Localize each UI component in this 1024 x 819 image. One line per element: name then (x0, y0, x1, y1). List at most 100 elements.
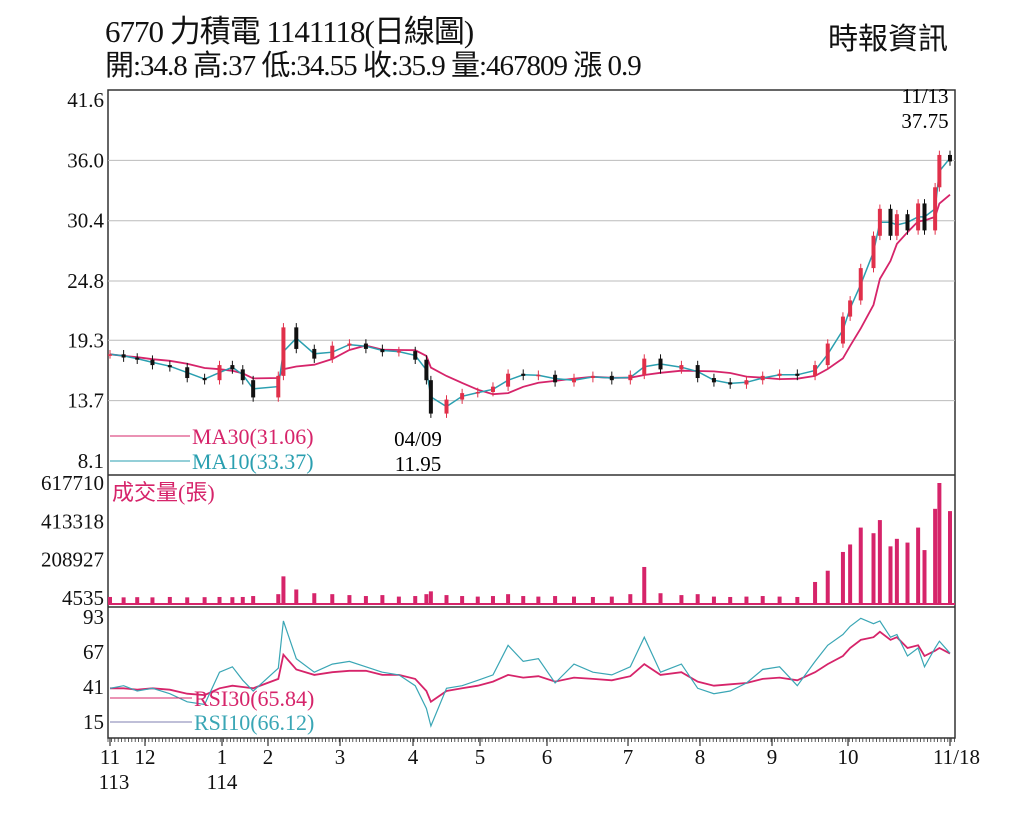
volume-bar (813, 581, 818, 604)
volume-bar (658, 593, 663, 604)
candle-body (658, 358, 663, 370)
volume-bar (294, 589, 299, 604)
rsi30-line (110, 630, 951, 704)
candle-body (916, 203, 921, 231)
volume-bar (240, 596, 245, 604)
volume-bar (642, 566, 647, 604)
month-label: 11/18 (933, 745, 980, 769)
chart-title: 6770 力積電 1141118(日線圖) (105, 14, 474, 49)
volume-bar (572, 596, 576, 604)
candle-body (240, 369, 245, 381)
candle-body (167, 365, 172, 368)
low-annotation-value: 11.95 (395, 452, 441, 476)
month-label: 9 (767, 745, 778, 769)
volume-bar (825, 570, 830, 604)
volume-bar (413, 596, 418, 604)
candle-body (888, 208, 893, 236)
year-label: 114 (207, 770, 238, 794)
volume-bar (363, 596, 368, 604)
chart-frame (107, 89, 956, 739)
volume-bar (230, 597, 235, 604)
volume-bar (490, 596, 495, 604)
volume-bar (185, 597, 190, 604)
volume-bar (933, 508, 938, 604)
candle-body (553, 374, 558, 383)
volume-bar (202, 597, 207, 604)
candle-body (251, 380, 256, 398)
candle-body (460, 393, 465, 400)
candle-body (380, 348, 385, 353)
month-label: 3 (335, 745, 346, 769)
volume-bar (877, 520, 882, 604)
candle-body (396, 351, 401, 353)
volume-bar (108, 596, 112, 604)
volume-bar (217, 596, 222, 604)
volume-bar (150, 597, 155, 604)
candle-body (922, 203, 927, 231)
volume-bar (281, 576, 286, 604)
candle-body (948, 154, 952, 162)
price-tick-label: 24.8 (67, 269, 104, 293)
low-annotation-date: 04/09 (394, 427, 442, 451)
volume-bar (312, 593, 317, 604)
volume-bar (777, 596, 782, 604)
legend-rsi10: RSI10(66.12) (194, 710, 314, 735)
month-label: 5 (475, 745, 486, 769)
volume-bar (795, 596, 800, 604)
volume-bar (894, 538, 899, 604)
rsi-tick-label: 67 (83, 640, 104, 664)
volume-bar (553, 596, 558, 604)
candle-body (825, 343, 830, 366)
volume-title: 成交量(張) (112, 480, 215, 505)
volume-bar (347, 595, 352, 604)
candle-body (444, 399, 449, 414)
volume-bar (916, 527, 921, 604)
price-tick-label: 19.3 (67, 328, 104, 352)
candle-body (628, 374, 633, 381)
volume-bar (135, 597, 140, 604)
candle-body (536, 374, 541, 377)
price-tick-label: 8.1 (78, 449, 104, 473)
volume-bar (380, 595, 385, 604)
candle-body (230, 365, 235, 370)
volume-bar (475, 596, 480, 604)
volume-tick-label: 413318 (41, 509, 104, 533)
candle-body (217, 365, 222, 381)
quote-summary: 開:34.8 高:37 低:34.55 收:35.9 量:467809 漲 0.… (105, 50, 642, 82)
candle-body (428, 380, 433, 414)
candle-body (933, 187, 938, 231)
candle-body (679, 365, 684, 370)
price-tick-label: 30.4 (67, 209, 104, 233)
candle-body (695, 365, 700, 379)
candle-body (871, 235, 876, 269)
high-annotation-value: 37.75 (901, 109, 948, 133)
rsi-tick-label: 41 (83, 675, 104, 699)
candle-body (413, 351, 418, 360)
volume-bar (628, 594, 633, 604)
price-tick-label: 13.7 (67, 389, 104, 413)
candle-body (312, 348, 317, 359)
candle-body (506, 373, 511, 387)
month-label: 11 (100, 745, 120, 769)
rsi10-line (109, 617, 951, 728)
candle-body (877, 208, 882, 236)
volume-bar (679, 595, 684, 604)
candle-body (347, 343, 352, 346)
candle-body (760, 375, 765, 381)
volume-bar (922, 550, 927, 604)
volume-bar (590, 596, 595, 604)
legend-ma10: MA10(33.37) (192, 449, 314, 474)
candle-body (475, 392, 480, 394)
volume-bar (871, 533, 876, 604)
candle-body (424, 359, 429, 381)
candle-body (894, 214, 899, 236)
candle-body (150, 359, 155, 366)
candle-body (121, 354, 126, 358)
candle-body (858, 268, 863, 301)
volume-bar (888, 546, 893, 604)
candle-body (840, 316, 845, 344)
rsi-tick-label: 93 (83, 605, 104, 629)
month-label: 1 (217, 745, 228, 769)
volume-bar (937, 483, 942, 604)
